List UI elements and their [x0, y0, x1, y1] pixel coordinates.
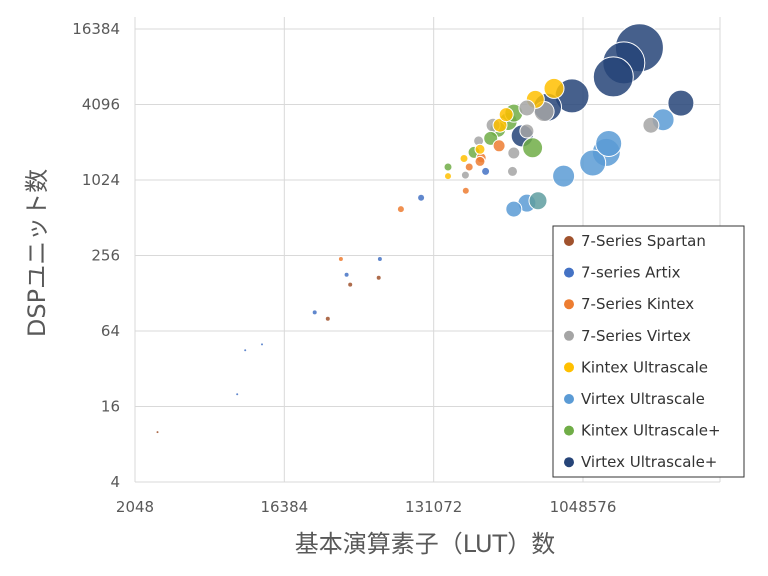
legend-marker: [564, 299, 574, 310]
x-tick-label: 2048: [116, 498, 154, 516]
data-point: [377, 257, 382, 261]
data-point: [474, 143, 486, 155]
x-tick-label: 16384: [260, 498, 308, 516]
data-point: [261, 343, 263, 346]
data-point: [498, 107, 514, 123]
data-points: [156, 23, 695, 434]
y-tick-label: 4: [110, 473, 120, 491]
data-point: [459, 154, 469, 163]
data-point: [236, 393, 239, 396]
data-point: [462, 187, 469, 194]
legend-label: 7-Series Virtex: [581, 327, 691, 345]
data-point: [344, 272, 349, 277]
data-point: [518, 99, 536, 117]
y-tick-label: 1024: [82, 171, 120, 189]
data-point: [492, 139, 506, 153]
data-point: [481, 166, 491, 176]
y-tick-label: 16384: [72, 20, 120, 38]
gridlines: [134, 17, 721, 483]
data-point: [592, 56, 634, 98]
legend-label: Virtex Ultrascale+: [581, 453, 717, 471]
data-point: [348, 282, 353, 287]
data-point: [156, 431, 159, 434]
data-point: [474, 155, 486, 167]
data-point: [505, 200, 523, 218]
data-point: [579, 149, 607, 177]
legend-label: Kintex Ultrascale: [581, 358, 708, 376]
legend-label: Virtex Ultrascale: [581, 390, 705, 408]
data-point: [522, 137, 544, 159]
legend-label: 7-Series Kintex: [581, 295, 694, 313]
y-tick-label: 4096: [82, 96, 120, 114]
x-tick-label: 131072: [405, 498, 462, 516]
data-point: [507, 165, 518, 177]
data-point: [595, 130, 623, 157]
legend-marker: [564, 236, 574, 246]
x-tick-label: 1048576: [550, 498, 617, 516]
y-axis-ticks: 4 16 64 256 1024 4096 16384: [72, 20, 120, 491]
legend-marker: [564, 330, 574, 341]
legend-label: 7-Series Spartan: [581, 232, 706, 250]
data-point: [552, 164, 576, 188]
data-point: [443, 162, 453, 172]
data-point: [445, 173, 451, 180]
data-point: [642, 116, 660, 134]
legend-marker: [564, 425, 574, 436]
data-point: [376, 275, 381, 280]
x-axis-ticks: 2048 16384 131072 1048576: [116, 498, 617, 516]
y-tick-label: 16: [101, 398, 120, 416]
data-point: [464, 162, 474, 172]
x-axis-title: 基本演算素子（LUT）数: [295, 530, 555, 558]
data-point: [528, 191, 548, 211]
data-point: [543, 77, 565, 99]
data-point: [244, 349, 247, 352]
data-point: [418, 194, 425, 201]
data-point: [507, 146, 521, 160]
data-point: [325, 316, 330, 321]
y-axis-title: DSPユニット数: [23, 169, 51, 337]
data-point: [667, 89, 695, 117]
y-tick-label: 64: [101, 322, 120, 340]
data-point: [338, 257, 343, 261]
legend-marker: [564, 362, 574, 373]
legend-marker: [564, 267, 574, 278]
legend-label: Kintex Ultrascale+: [581, 422, 721, 440]
data-point: [397, 206, 404, 213]
y-tick-label: 256: [91, 247, 120, 265]
data-point: [519, 123, 535, 139]
legend-box: [552, 225, 745, 478]
legend-marker: [564, 457, 574, 468]
legend: 7-Series Spartan 7-series Artix 7-Series K…: [552, 225, 745, 478]
data-point: [460, 170, 470, 180]
legend-marker: [564, 394, 574, 404]
data-point: [312, 310, 317, 315]
legend-label: 7-series Artix: [581, 264, 681, 282]
